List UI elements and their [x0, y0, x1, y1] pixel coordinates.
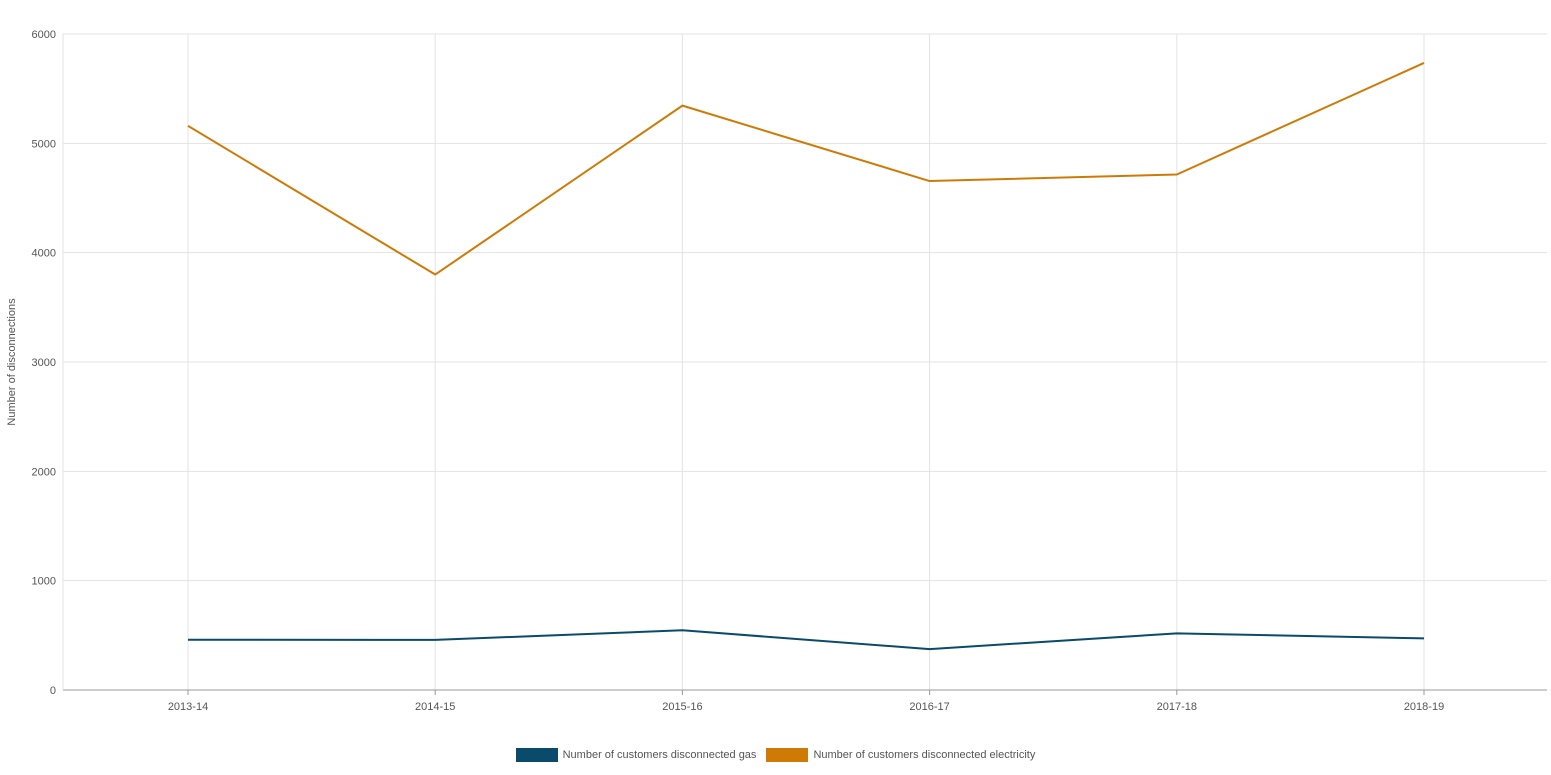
series-line-0[interactable]	[187, 629, 1425, 651]
x-tick-label: 2015-16	[662, 701, 702, 713]
y-tick-label: 0	[50, 685, 56, 697]
y-tick-label: 5000	[32, 138, 56, 150]
grid	[63, 33, 1547, 690]
x-tick-label: 2017-18	[1157, 701, 1197, 713]
x-tick-label: 2018-19	[1404, 701, 1444, 713]
series-lines	[187, 62, 1425, 651]
y-axis-title: Number of disconnections	[6, 298, 18, 426]
series-line-1[interactable]	[187, 62, 1425, 276]
legend-item-0[interactable]: Number of customers disconnected gas	[515, 748, 757, 762]
y-tick-label: 2000	[32, 466, 56, 478]
x-tick-label: 2013-14	[168, 701, 208, 713]
y-tick-label: 1000	[32, 576, 56, 588]
y-tick-label: 3000	[32, 357, 56, 369]
y-tick-label: 4000	[32, 248, 56, 260]
legend-label: Number of customers disconnected gas	[562, 749, 757, 761]
x-tick-label: 2014-15	[415, 701, 455, 713]
legend-item-1[interactable]: Number of customers disconnected electri…	[766, 748, 1035, 762]
y-tick-label: 6000	[32, 29, 56, 41]
legend-swatch	[766, 748, 809, 762]
legend-swatch	[515, 748, 558, 762]
legend-label: Number of customers disconnected electri…	[813, 749, 1036, 761]
legend: Number of customers disconnected gas Numb…	[0, 748, 1551, 762]
x-tick-label: 2016-17	[909, 701, 949, 713]
axes: 0 1000 2000 3000 4000 5000 6000 2013-14 2014-15 2…	[32, 29, 1547, 713]
